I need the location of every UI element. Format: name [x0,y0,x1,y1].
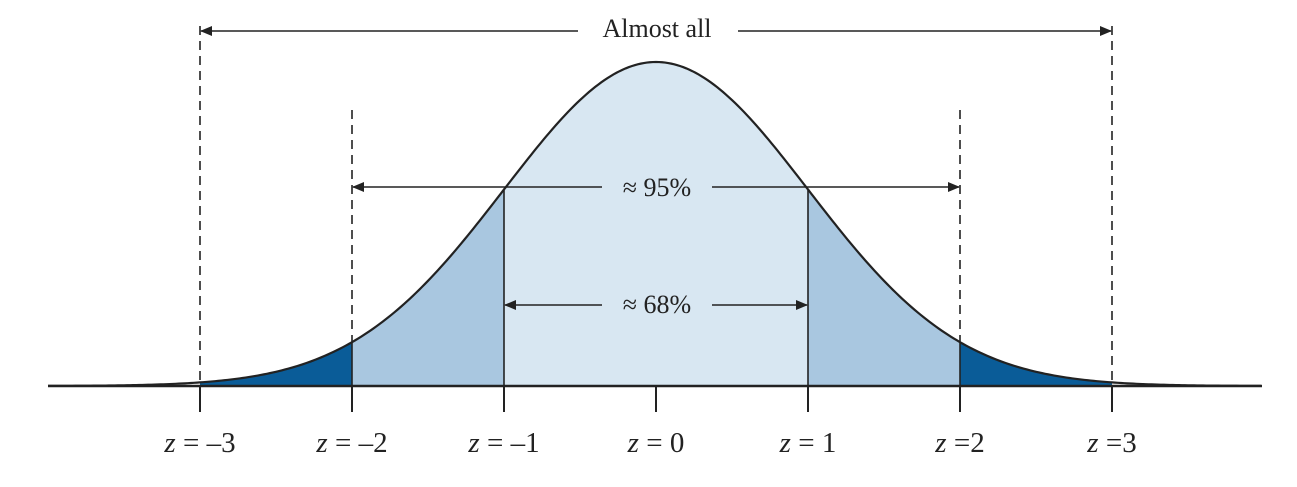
axis-ticks [199,386,1113,412]
ninety-five-percent-label: ≈ 95% [623,173,691,202]
z-score-label: z = 1 [779,427,837,459]
bell-curve [47,60,1261,387]
z-score-label: z =3 [1086,427,1136,459]
sixty-eight-percent-label: ≈ 68% [623,290,691,319]
almost-all-label: Almost all [602,14,711,43]
center-band-fill [504,62,808,386]
z-score-label: z = –3 [163,427,235,459]
z-score-labels: z = –3 z = –2 z = –1 z = 0 z = 1 z =2 z =3 [163,427,1136,459]
right-outer-tail-fill [960,342,1112,386]
z-score-label: z = 0 [627,427,685,459]
z-score-label: z = –2 [315,427,387,459]
z-score-label: z =2 [934,427,984,459]
z-score-label: z = –1 [467,427,539,459]
left-outer-tail-fill [200,342,352,386]
